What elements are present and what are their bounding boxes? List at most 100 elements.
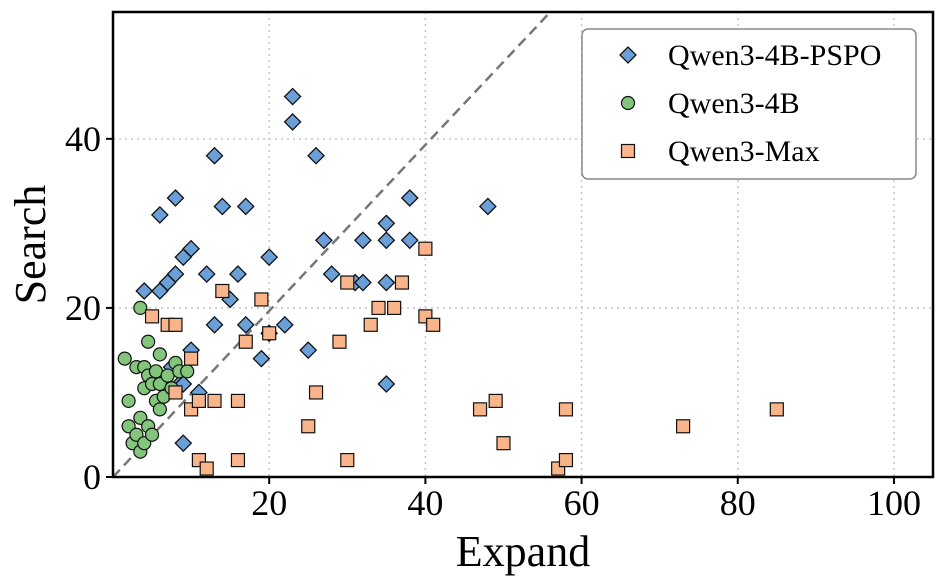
- data-point-diamond: [252, 349, 271, 368]
- data-point-diamond: [377, 231, 396, 250]
- data-point-diamond: [353, 273, 372, 292]
- data-point-diamond: [377, 375, 396, 393]
- data-point-diamond: [135, 282, 154, 300]
- data-point-square: [426, 317, 441, 332]
- data-point-square: [191, 393, 207, 409]
- data-point-square: [371, 300, 386, 316]
- data-point-square: [168, 385, 183, 400]
- data-point-circle: [152, 347, 167, 362]
- axis-ticks: 20 40 60 80 100 0 20 40: [65, 119, 921, 523]
- data-point-circle: [133, 300, 148, 316]
- data-point-square: [262, 326, 277, 341]
- data-point-square: [199, 461, 214, 476]
- data-point-circle: [152, 402, 167, 417]
- data-point-diamond: [197, 265, 216, 284]
- data-point-square: [183, 351, 199, 366]
- legend-marker-circle: [620, 95, 636, 111]
- data-point-square: [394, 275, 410, 290]
- data-point-square: [215, 283, 230, 299]
- data-point-diamond: [400, 231, 419, 250]
- data-points: [117, 87, 784, 476]
- x-tick-label: 40: [407, 483, 443, 523]
- data-point-diamond: [377, 214, 396, 233]
- x-tick-label: 20: [251, 483, 287, 523]
- data-point-diamond: [322, 265, 341, 284]
- data-point-square: [308, 385, 324, 400]
- data-point-square: [230, 452, 246, 468]
- legend-label: Qwen3-4B-PSPO: [668, 39, 881, 72]
- reference-diagonal-line: [112, 11, 552, 478]
- data-point-square: [207, 393, 222, 409]
- y-tick-label: 0: [83, 457, 101, 497]
- data-point-diamond: [174, 434, 193, 453]
- data-point-diamond: [213, 197, 232, 216]
- legend-box: [581, 28, 917, 180]
- legend-item: Qwen3-Max: [620, 135, 820, 168]
- data-point-diamond: [205, 315, 224, 334]
- data-point-diamond: [236, 315, 255, 334]
- data-point-diamond: [236, 197, 255, 216]
- data-point-circle: [160, 368, 175, 383]
- legend-item: Qwen3-4B: [620, 87, 800, 120]
- plot-frame: [111, 10, 935, 479]
- data-point-circle: [180, 364, 195, 379]
- data-point-diamond: [377, 273, 396, 292]
- reference-line-layer: [112, 11, 552, 478]
- data-point-square: [340, 452, 355, 468]
- data-point-circle: [144, 427, 160, 442]
- data-point-diamond: [299, 341, 318, 360]
- data-point-square: [488, 393, 503, 409]
- data-point-circle: [121, 393, 136, 409]
- data-point-diamond: [166, 189, 185, 207]
- data-point-square: [558, 402, 574, 417]
- data-point-diamond: [314, 231, 333, 250]
- x-axis-label: Expand: [456, 527, 590, 576]
- data-point-square: [558, 452, 574, 468]
- legend-item: Qwen3-4B-PSPO: [619, 39, 881, 72]
- data-point-diamond: [275, 315, 294, 334]
- data-point-square: [254, 292, 269, 307]
- x-tick-label: 60: [564, 483, 600, 523]
- data-point-square: [230, 393, 246, 409]
- data-point-circle: [148, 364, 164, 379]
- data-point-square: [769, 402, 784, 417]
- y-tick-label: 40: [65, 119, 101, 159]
- data-point-diamond: [182, 239, 201, 258]
- data-point-diamond: [283, 87, 302, 106]
- y-tick-label: 20: [65, 288, 101, 328]
- data-point-diamond: [478, 197, 497, 216]
- data-point-square: [675, 419, 691, 434]
- data-point-square: [418, 241, 433, 256]
- legend-marker-diamond: [619, 46, 637, 64]
- series-square: [144, 241, 784, 476]
- data-point-square: [472, 402, 488, 417]
- series-circle: [117, 300, 195, 459]
- data-point-circle: [117, 351, 132, 366]
- data-point-circle: [141, 334, 156, 349]
- data-point-square: [332, 334, 347, 349]
- data-point-square: [387, 300, 402, 316]
- data-point-diamond: [283, 112, 302, 131]
- data-point-diamond: [260, 248, 279, 267]
- legend-label: Qwen3-Max: [668, 135, 820, 168]
- data-point-diamond: [150, 205, 169, 224]
- data-point-diamond: [229, 265, 247, 284]
- x-tick-label: 80: [720, 483, 756, 523]
- data-point-square: [496, 436, 511, 451]
- data-point-square: [168, 317, 183, 332]
- data-point-diamond: [166, 265, 185, 284]
- series-diamond: [135, 87, 497, 453]
- data-point-diamond: [400, 189, 419, 207]
- data-point-square: [363, 317, 378, 332]
- data-point-diamond: [307, 146, 325, 165]
- data-point-diamond: [205, 146, 224, 165]
- data-point-square: [340, 275, 355, 290]
- data-point-diamond: [353, 231, 372, 250]
- data-point-square: [301, 419, 316, 434]
- data-point-square: [144, 309, 160, 324]
- x-tick-label: 100: [867, 483, 921, 523]
- legend: Qwen3-4B-PSPO Qwen3-4B Qwen3-Max: [581, 28, 917, 180]
- legend-label: Qwen3-4B: [668, 87, 800, 120]
- legend-marker-square: [620, 143, 636, 159]
